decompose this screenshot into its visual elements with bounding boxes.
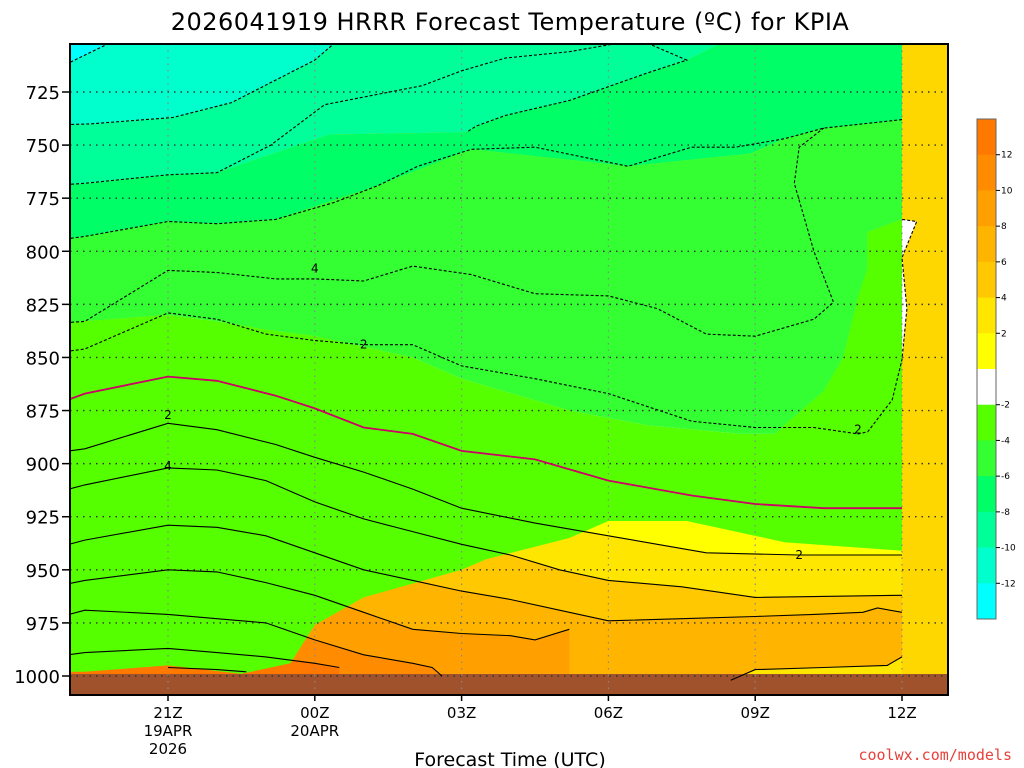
colorbar-label-1: 10 <box>1001 186 1013 196</box>
y-tick-label-825: 825 <box>26 295 60 316</box>
colorbar-band-11 <box>977 511 996 549</box>
x-tick-label-3-1: 20APR <box>290 722 339 740</box>
contour-line-1 <box>70 44 335 126</box>
colorbar-band-13 <box>977 583 996 620</box>
colorbar-label-10: -10 <box>1001 544 1016 554</box>
colorbar-band-2 <box>977 190 996 227</box>
x-tick-label-15-0: 12Z <box>887 704 916 722</box>
x-tick-label-3-0: 00Z <box>300 704 329 722</box>
colorbar-band-1 <box>977 154 996 191</box>
contour-line-11 <box>70 569 570 641</box>
contour-line-9 <box>70 467 903 598</box>
colorbar-band-10 <box>977 476 996 513</box>
colorbar-band-7 <box>977 369 996 406</box>
contour-label-5: 2 <box>854 423 862 437</box>
x-tick-label-0-2: 2026 <box>149 740 187 758</box>
y-axis: 725 750 775 800 825 850 875 900 925 950 975 1000 <box>14 83 70 688</box>
y-tick-label-800: 800 <box>26 242 60 263</box>
contour-label-2: 2 <box>164 408 172 422</box>
colorbar-label-8: -6 <box>1001 472 1010 482</box>
colorbar-band-12 <box>977 547 996 584</box>
contour-label-4: 2 <box>795 548 803 562</box>
x-tick-label-0-0: 21Z <box>153 704 182 722</box>
fill-region-1 <box>70 44 334 125</box>
colorbar: 12 10 8 6 4 2 -2 -4 -6 -8 -10 -12 <box>976 118 1016 620</box>
contour-line-6 <box>70 218 918 435</box>
x-tick-label-12-0: 09Z <box>741 704 770 722</box>
colorbar-label-2: 8 <box>1001 222 1007 232</box>
colorbar-label-0: 12 <box>1001 151 1012 161</box>
colorbar-band-9 <box>977 440 996 477</box>
y-tick-label-750: 750 <box>26 136 60 157</box>
colorbar-band-6 <box>977 333 996 370</box>
y-tick-label-725: 725 <box>26 83 60 104</box>
colorbar-label-6: -2 <box>1001 401 1010 411</box>
contour-line-14 <box>730 656 903 681</box>
y-tick-label-925: 925 <box>26 508 60 529</box>
contour-label-3: 4 <box>164 459 172 473</box>
contour-line-4 <box>70 119 903 239</box>
colorbar-label-11: -12 <box>1001 579 1016 589</box>
x-tick-label-0-1: 19APR <box>144 722 193 740</box>
fill-region-2 <box>70 44 720 185</box>
credit-text: coolwx.com/models <box>858 746 1012 764</box>
y-tick-label-950: 950 <box>26 561 60 582</box>
contour-line-8 <box>70 422 902 556</box>
ground-fill <box>70 674 948 695</box>
contour-line-10 <box>70 524 903 622</box>
contour-label-0: 4 <box>311 261 319 275</box>
colorbar-band-5 <box>977 297 996 334</box>
chart-title: 2026041919 HRRR Forecast Temperature (ºC… <box>171 8 850 36</box>
contour-line-13 <box>70 647 340 669</box>
contour-line-12 <box>70 609 443 677</box>
y-tick-label-875: 875 <box>26 402 60 423</box>
contour-line-5 <box>70 127 835 337</box>
contour-lines <box>70 44 918 681</box>
y-tick-label-975: 975 <box>26 614 60 635</box>
y-tick-label-775: 775 <box>26 189 60 210</box>
colorbar-label-4: 4 <box>1001 294 1007 304</box>
contour-line-15 <box>167 666 247 673</box>
colorbar-frame <box>976 118 997 620</box>
contour-label-1: 2 <box>360 338 368 352</box>
x-axis-label: Forecast Time (UTC) <box>414 749 605 768</box>
y-tick-label-850: 850 <box>26 348 60 369</box>
contour-line-3 <box>466 44 689 133</box>
y-tick-label-900: 900 <box>26 455 60 476</box>
colorbar-label-5: 2 <box>1001 329 1007 339</box>
colorbar-band-8 <box>977 404 996 441</box>
plot-frame <box>69 43 949 696</box>
fill-region-5 <box>70 219 902 674</box>
x-tick-label-6-0: 03Z <box>447 704 476 722</box>
y-tick-label-1000: 1000 <box>14 667 60 688</box>
colorbar-label-9: -8 <box>1001 508 1010 518</box>
filled-contours <box>70 44 948 695</box>
ground-layer <box>70 674 948 695</box>
colorbar-label-7: -4 <box>1001 436 1010 446</box>
contour-labels: 4 2 2 4 2 2 <box>164 261 862 562</box>
colorbar-band-3 <box>977 226 996 263</box>
colorbar-band-4 <box>977 261 996 299</box>
gridlines <box>70 44 948 695</box>
contour-line-0 <box>70 44 109 63</box>
x-tick-label-9-0: 06Z <box>594 704 623 722</box>
colorbar-band-0 <box>977 119 996 156</box>
contour-line-7 <box>70 375 902 510</box>
colorbar-label-3: 6 <box>1001 258 1007 268</box>
contour-line-2 <box>70 44 617 185</box>
